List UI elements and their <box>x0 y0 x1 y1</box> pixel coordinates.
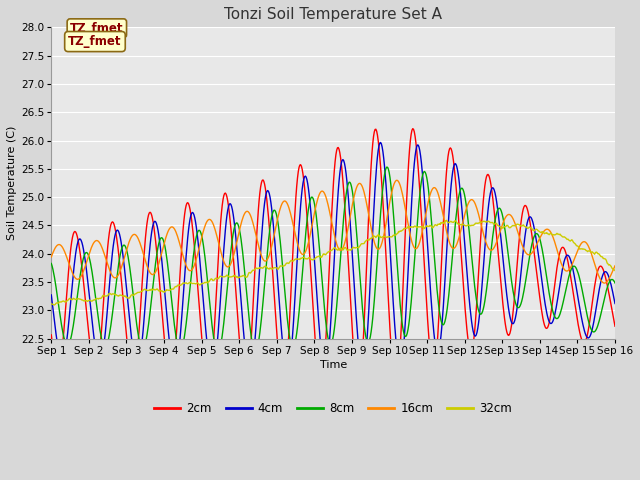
Text: TZ_fmet: TZ_fmet <box>68 35 122 48</box>
16cm <box>203 219 211 225</box>
32cm <box>173 282 181 288</box>
Line: 4cm: 4cm <box>51 143 615 375</box>
16cm <box>116 270 124 276</box>
Text: TZ_fmet: TZ_fmet <box>70 22 124 35</box>
Line: 32cm: 32cm <box>51 220 615 305</box>
32cm <box>611 268 619 274</box>
4cm <box>203 336 211 341</box>
Title: Tonzi Soil Temperature Set A: Tonzi Soil Temperature Set A <box>224 7 442 22</box>
16cm <box>419 226 427 231</box>
2cm <box>409 126 417 132</box>
4cm <box>611 300 619 306</box>
8cm <box>173 338 180 344</box>
Line: 8cm: 8cm <box>51 167 615 352</box>
2cm <box>116 259 124 264</box>
32cm <box>47 301 55 307</box>
8cm <box>214 349 221 355</box>
16cm <box>403 213 410 218</box>
32cm <box>443 217 451 223</box>
8cm <box>47 261 55 266</box>
4cm <box>377 140 385 145</box>
4cm <box>47 292 55 298</box>
Y-axis label: Soil Temperature (C): Soil Temperature (C) <box>7 126 17 240</box>
16cm <box>47 254 55 260</box>
2cm <box>242 387 250 393</box>
4cm <box>173 363 180 369</box>
16cm <box>393 178 401 183</box>
4cm <box>420 186 428 192</box>
Legend: 2cm, 4cm, 8cm, 16cm, 32cm: 2cm, 4cm, 8cm, 16cm, 32cm <box>150 397 516 420</box>
4cm <box>403 285 411 291</box>
32cm <box>403 226 410 231</box>
32cm <box>51 302 58 308</box>
Line: 16cm: 16cm <box>51 180 615 283</box>
8cm <box>420 169 428 175</box>
8cm <box>611 280 619 286</box>
8cm <box>116 256 124 262</box>
8cm <box>383 164 390 170</box>
4cm <box>58 357 65 363</box>
8cm <box>403 330 411 336</box>
2cm <box>47 332 55 338</box>
16cm <box>58 243 65 249</box>
32cm <box>58 299 66 304</box>
32cm <box>419 224 427 230</box>
2cm <box>403 202 410 207</box>
4cm <box>246 372 253 378</box>
2cm <box>58 352 65 358</box>
X-axis label: Time: Time <box>319 360 347 370</box>
8cm <box>203 269 211 275</box>
4cm <box>116 231 124 237</box>
2cm <box>173 326 180 332</box>
16cm <box>601 280 609 286</box>
32cm <box>116 292 124 298</box>
8cm <box>58 322 65 328</box>
2cm <box>420 252 428 257</box>
16cm <box>173 231 180 237</box>
32cm <box>204 280 211 286</box>
2cm <box>611 324 619 329</box>
2cm <box>203 381 211 386</box>
Line: 2cm: 2cm <box>51 129 615 390</box>
16cm <box>611 263 619 269</box>
